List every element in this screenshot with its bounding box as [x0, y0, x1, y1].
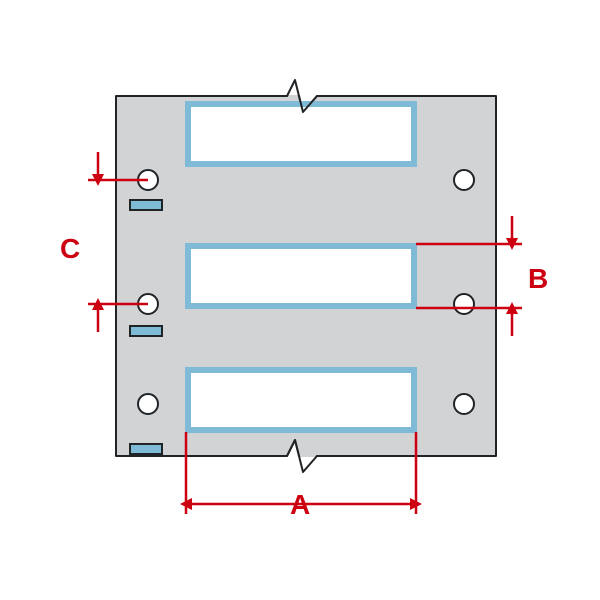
- sprocket-right-1: [454, 294, 474, 314]
- sprocket-left-2: [138, 394, 158, 414]
- sleeve-1: [188, 246, 414, 306]
- sleeve-0: [188, 104, 414, 164]
- index-tab-2: [130, 444, 162, 454]
- index-tab-1: [130, 326, 162, 336]
- dimension-A-label: A: [290, 489, 310, 520]
- index-tab-0: [130, 200, 162, 210]
- sleeve-2: [188, 370, 414, 430]
- label-sleeve-diagram: A B C: [0, 0, 600, 600]
- dimension-C-label: C: [60, 233, 80, 264]
- sprocket-right-2: [454, 394, 474, 414]
- sprocket-right-0: [454, 170, 474, 190]
- dimension-B-label: B: [528, 263, 548, 294]
